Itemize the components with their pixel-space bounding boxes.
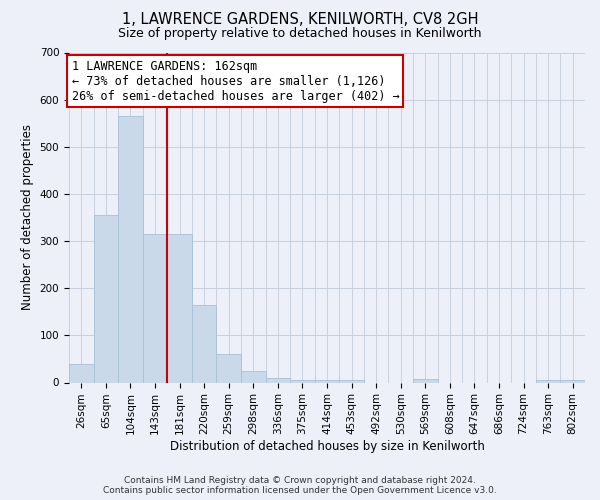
Bar — [536, 380, 560, 382]
Text: Contains HM Land Registry data © Crown copyright and database right 2024.
Contai: Contains HM Land Registry data © Crown c… — [103, 476, 497, 495]
Text: 1 LAWRENCE GARDENS: 162sqm
← 73% of detached houses are smaller (1,126)
26% of s: 1 LAWRENCE GARDENS: 162sqm ← 73% of deta… — [71, 60, 399, 102]
Bar — [167, 234, 192, 382]
Bar — [118, 116, 143, 382]
Bar — [69, 364, 94, 382]
Bar — [413, 378, 437, 382]
Bar — [94, 215, 118, 382]
Text: 1, LAWRENCE GARDENS, KENILWORTH, CV8 2GH: 1, LAWRENCE GARDENS, KENILWORTH, CV8 2GH — [122, 12, 478, 28]
Bar — [339, 380, 364, 382]
Bar — [217, 354, 241, 382]
Bar — [241, 370, 266, 382]
Title: 1, LAWRENCE GARDENS, KENILWORTH, CV8 2GH
Size of property relative to detached h: 1, LAWRENCE GARDENS, KENILWORTH, CV8 2GH… — [0, 499, 1, 500]
Y-axis label: Number of detached properties: Number of detached properties — [21, 124, 34, 310]
Bar — [266, 378, 290, 382]
Bar — [560, 380, 585, 382]
Bar — [290, 380, 315, 382]
Bar — [315, 380, 339, 382]
Text: Size of property relative to detached houses in Kenilworth: Size of property relative to detached ho… — [118, 28, 482, 40]
Bar — [192, 304, 217, 382]
X-axis label: Distribution of detached houses by size in Kenilworth: Distribution of detached houses by size … — [170, 440, 484, 453]
Bar — [143, 234, 167, 382]
